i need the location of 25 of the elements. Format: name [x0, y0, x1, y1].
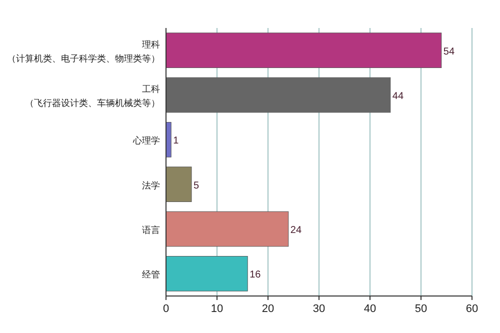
- data-label: 16: [250, 270, 262, 281]
- data-label: 5: [194, 180, 200, 192]
- data-label: 24: [290, 225, 302, 236]
- bar: [166, 77, 391, 113]
- data-label: 54: [443, 46, 455, 58]
- x-tick-label: 20: [262, 303, 274, 315]
- x-tick-label: 50: [414, 303, 428, 315]
- bar: [166, 211, 289, 247]
- bar: [166, 256, 248, 292]
- y-tick-label: 心理学: [132, 136, 160, 146]
- y-tick-label: 法学: [142, 180, 160, 190]
- bar: [166, 166, 192, 202]
- x-tick-label: 60: [466, 303, 478, 315]
- x-tick-label: 40: [364, 303, 376, 315]
- x-tick-label: 30: [312, 303, 326, 315]
- x-tick-label: 0: [162, 303, 170, 315]
- y-tick-label: 语言: [142, 225, 160, 235]
- y-tick-label: 经管: [142, 270, 160, 280]
- y-tick-label: 理科（计算机类、电子科学类、物理类等）: [7, 39, 160, 64]
- bar: [166, 122, 172, 158]
- x-tick-label: 10: [210, 303, 224, 315]
- data-label: 44: [392, 91, 404, 102]
- data-label: 1: [173, 136, 180, 147]
- bar: [166, 32, 442, 68]
- y-tick-label: 工科（飞行器设计类、车辆机械类等）: [25, 84, 160, 108]
